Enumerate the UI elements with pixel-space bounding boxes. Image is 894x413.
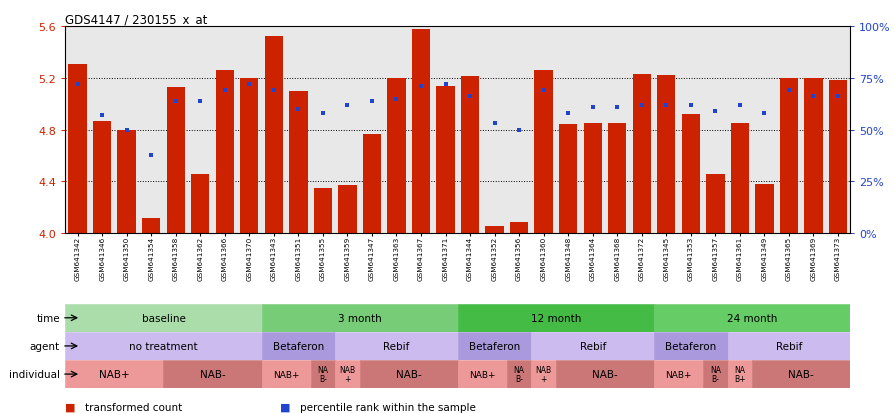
- Text: Rebif: Rebif: [578, 341, 605, 351]
- Bar: [359, 360, 457, 388]
- Text: NAB
+: NAB +: [535, 365, 551, 383]
- Bar: [755, 185, 772, 234]
- Text: NA
B-: NA B-: [513, 365, 524, 383]
- Bar: [362, 134, 381, 234]
- Text: GDS4147 / 230155_x_at: GDS4147 / 230155_x_at: [65, 13, 207, 26]
- Bar: [334, 360, 359, 388]
- Text: NAB+: NAB+: [664, 370, 691, 379]
- Bar: [334, 332, 457, 360]
- Bar: [65, 332, 261, 360]
- Bar: [531, 360, 555, 388]
- Bar: [531, 332, 654, 360]
- Text: percentile rank within the sample: percentile rank within the sample: [299, 402, 476, 412]
- Text: ■: ■: [280, 402, 291, 412]
- Bar: [65, 304, 261, 332]
- Bar: [457, 360, 506, 388]
- Bar: [727, 360, 751, 388]
- Bar: [534, 71, 552, 234]
- Bar: [142, 218, 160, 234]
- Bar: [506, 360, 531, 388]
- Text: individual: individual: [9, 369, 60, 379]
- Bar: [779, 78, 797, 234]
- Text: ■: ■: [65, 402, 76, 412]
- Bar: [510, 222, 527, 234]
- Bar: [190, 174, 209, 234]
- Text: Betaferon: Betaferon: [664, 341, 715, 351]
- Bar: [460, 77, 478, 234]
- Bar: [804, 78, 822, 234]
- Text: NAB-: NAB-: [592, 369, 617, 379]
- Bar: [607, 124, 626, 234]
- Text: NA
B-: NA B-: [317, 365, 328, 383]
- Text: NAB
+: NAB +: [339, 365, 355, 383]
- Bar: [436, 86, 454, 234]
- Bar: [485, 226, 503, 234]
- Text: transformed count: transformed count: [85, 402, 182, 412]
- Bar: [261, 360, 310, 388]
- Bar: [656, 76, 675, 234]
- Text: NAB+: NAB+: [99, 369, 130, 379]
- Bar: [555, 360, 654, 388]
- Text: NAB-: NAB-: [788, 369, 814, 379]
- Text: NAB-: NAB-: [199, 369, 225, 379]
- Bar: [457, 332, 531, 360]
- Bar: [457, 304, 654, 332]
- Bar: [289, 92, 308, 234]
- Bar: [559, 125, 577, 234]
- Bar: [265, 37, 283, 234]
- Bar: [654, 360, 703, 388]
- Bar: [705, 174, 724, 234]
- Text: Rebif: Rebif: [775, 341, 801, 351]
- Bar: [240, 78, 258, 234]
- Bar: [727, 332, 849, 360]
- Text: time: time: [37, 313, 60, 323]
- Bar: [583, 124, 602, 234]
- Bar: [261, 332, 334, 360]
- Bar: [387, 78, 405, 234]
- Bar: [681, 115, 699, 234]
- Text: Rebif: Rebif: [383, 341, 409, 351]
- Bar: [338, 186, 356, 234]
- Bar: [654, 332, 727, 360]
- Text: NAB+: NAB+: [273, 370, 299, 379]
- Text: NAB-: NAB-: [395, 369, 421, 379]
- Text: no treatment: no treatment: [129, 341, 198, 351]
- Bar: [313, 188, 332, 234]
- Bar: [68, 64, 87, 234]
- Text: baseline: baseline: [141, 313, 185, 323]
- Text: 24 month: 24 month: [726, 313, 777, 323]
- Bar: [117, 131, 136, 234]
- Bar: [164, 360, 261, 388]
- Text: NAB+: NAB+: [468, 370, 495, 379]
- Text: 12 month: 12 month: [530, 313, 580, 323]
- Text: agent: agent: [30, 341, 60, 351]
- Bar: [411, 29, 430, 234]
- Bar: [215, 71, 233, 234]
- Bar: [93, 121, 111, 234]
- Bar: [261, 304, 457, 332]
- Bar: [654, 304, 849, 332]
- Bar: [310, 360, 334, 388]
- Bar: [703, 360, 727, 388]
- Text: NA
B+: NA B+: [733, 365, 745, 383]
- Bar: [166, 88, 185, 234]
- Text: NA
B-: NA B-: [709, 365, 720, 383]
- Text: Betaferon: Betaferon: [468, 341, 519, 351]
- Bar: [632, 75, 650, 234]
- Bar: [730, 124, 748, 234]
- Bar: [828, 81, 847, 234]
- Bar: [751, 360, 849, 388]
- Bar: [65, 360, 164, 388]
- Text: 3 month: 3 month: [337, 313, 381, 323]
- Text: Betaferon: Betaferon: [273, 341, 324, 351]
